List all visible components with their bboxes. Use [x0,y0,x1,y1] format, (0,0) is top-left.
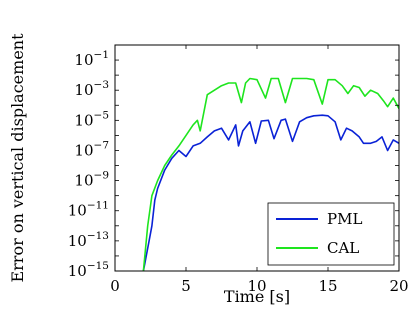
y-tick-mantissa: 10 [68,202,87,220]
y-tick-mantissa: 10 [74,81,93,99]
y-tick-mantissa: 10 [74,111,93,129]
y-tick-exponent: −1 [94,49,109,61]
y-tick-mantissa: 10 [74,51,93,69]
x-tick-label: 15 [318,277,337,295]
series-line-cal [142,77,399,271]
ticks-layer [114,44,400,272]
y-tick-exponent: −15 [87,260,109,272]
y-tick-label: 10−15 [68,260,109,280]
legend-label-pml: PML [327,210,362,228]
y-tick-exponent: −3 [94,79,109,91]
y-tick-mantissa: 10 [68,262,87,280]
legend: PML CAL [267,202,395,266]
y-tick-exponent: −13 [87,230,109,242]
series-line-pml [142,114,399,271]
x-tick-label: 5 [181,277,191,295]
y-tick-label: 10−5 [74,109,109,129]
y-tick-label: 10−11 [68,200,109,220]
x-tick-label: 10 [247,277,266,295]
y-tick-label: 10−7 [74,139,109,159]
y-tick-label: 10−3 [74,79,109,99]
y-tick-mantissa: 10 [74,141,93,159]
y-tick-mantissa: 10 [68,232,87,250]
y-tick-label: 10−13 [68,230,109,250]
legend-label-cal: CAL [327,239,359,257]
y-tick-exponent: −7 [94,139,109,151]
y-tick-exponent: −9 [94,170,109,182]
y-tick-label: 10−1 [74,49,109,69]
series-layer [142,77,399,271]
y-tick-label: 10−9 [74,170,109,190]
x-axis-title: Time [s] [224,287,290,306]
y-axis-title: Error on vertical displacement [8,33,27,283]
x-tick-label: 0 [110,277,120,295]
tick-labels-layer: 0 5 10 15 2010−1510−1310−1110−910−710−510−31… [68,49,409,295]
x-tick-label: 20 [389,277,408,295]
legend-box [267,202,395,266]
y-tick-exponent: −11 [87,200,109,212]
y-tick-exponent: −5 [94,109,109,121]
y-tick-mantissa: 10 [74,172,93,190]
